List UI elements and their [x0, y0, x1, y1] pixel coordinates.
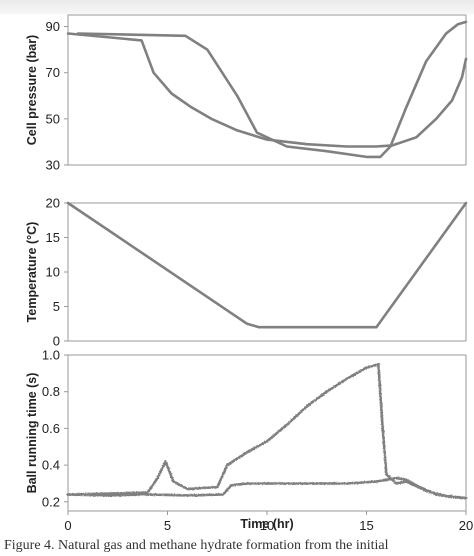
ball-time-y-tick-label: 1.0 [42, 348, 60, 363]
temperature-y-tick-label: 5 [53, 299, 60, 314]
figure-caption: Figure 4. Natural gas and methane hydrat… [4, 538, 389, 553]
ball-time-y-axis-label: Ball running time (s) [25, 373, 39, 494]
pressure-y-tick-label: 90 [46, 19, 60, 34]
temperature-y-tick-label: 20 [46, 196, 60, 211]
temperature-plot-frame [67, 202, 467, 342]
pressure-chart: 30 50 70 90 Cell pressure (bar) [25, 14, 468, 173]
pressure-plot-frame [67, 14, 467, 166]
x-tick-label: 15 [359, 518, 373, 533]
ball-time-y-tick-label: 0.2 [42, 494, 60, 509]
x-tick-label: 0 [64, 518, 71, 533]
x-axis-label: Time (hr) [240, 517, 293, 531]
ball-time-chart: 0.2 0.4 0.6 0.8 1.0 0 5 10 15 20 Ball running time… [25, 348, 473, 534]
ball-time-plot-frame [67, 354, 467, 512]
temperature-series-line-1 [66, 201, 468, 329]
temperature-y-tick-label: 15 [46, 230, 60, 245]
ball-time-y-tick-label: 0.8 [42, 384, 60, 399]
temperature-chart: 0 5 10 15 20 Temperature (°C) [25, 196, 468, 349]
temperature-y-axis-label: Temperature (°C) [25, 222, 39, 323]
temperature-y-tick-label: 0 [53, 334, 60, 349]
ball-time-y-tick-label: 0.6 [42, 421, 60, 436]
x-tick-label: 10 [260, 518, 274, 533]
pressure-y-tick-label: 70 [46, 65, 60, 80]
top-edge-strip [0, 0, 474, 14]
temperature-y-tick-label: 10 [46, 265, 60, 280]
ball-time-series-line-1 [66, 362, 468, 500]
pressure-y-tick-label: 30 [46, 158, 60, 173]
x-tick-label: 5 [164, 518, 171, 533]
x-tick-label: 20 [459, 518, 473, 533]
pressure-y-axis-label: Cell pressure (bar) [25, 35, 39, 145]
ball-time-series-line-2 [66, 476, 468, 500]
ball-time-y-tick-label: 0.4 [42, 458, 60, 473]
pressure-series-line-2 [66, 32, 468, 148]
pressure-y-tick-label: 50 [46, 111, 60, 126]
pressure-series-line-1 [76, 20, 468, 159]
